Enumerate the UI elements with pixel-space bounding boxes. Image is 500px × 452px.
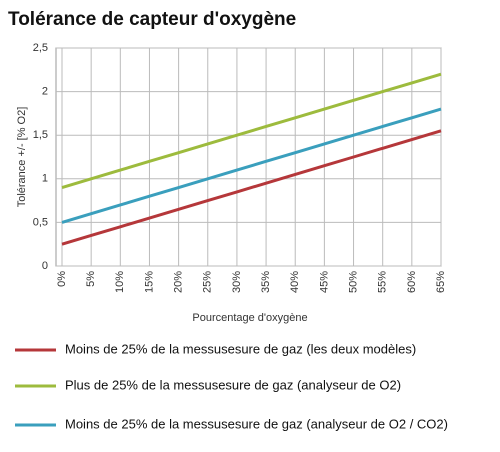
legend-label: Moins de 25% de la messusesure de gaz (l…	[65, 341, 416, 356]
x-tick-label: 15%	[143, 271, 155, 293]
y-tick-label: 0	[42, 260, 48, 272]
x-tick-label: 0%	[56, 271, 68, 287]
x-tick-label: 65%	[435, 271, 447, 293]
y-tick-label: 2,5	[33, 42, 48, 54]
x-tick-label: 5%	[85, 271, 97, 287]
series-line	[61, 72, 442, 189]
legend-label: Moins de 25% de la messusesure de gaz (a…	[65, 416, 448, 431]
x-tick-label: 50%	[347, 271, 359, 293]
y-tick-label: 2	[42, 86, 48, 98]
x-tick-label: 40%	[289, 271, 301, 293]
x-tick-label: 55%	[377, 271, 389, 293]
x-tick-label: 10%	[114, 271, 126, 293]
x-axis-label: Pourcentage d'oxygène	[192, 312, 307, 324]
x-tick-label: 35%	[260, 271, 272, 293]
y-axis-label: Tolérance +/- [% O2]	[16, 107, 28, 208]
y-tick-label: 1	[42, 173, 48, 185]
series-line	[61, 129, 442, 246]
x-tick-label: 45%	[318, 271, 330, 293]
x-tick-label: 60%	[406, 271, 418, 293]
series-line	[61, 107, 442, 224]
y-tick-label: 1,5	[33, 129, 48, 141]
plot-area	[55, 47, 442, 267]
x-tick-label: 25%	[202, 271, 214, 293]
x-tick-label: 30%	[231, 271, 243, 293]
chart-title: Tolérance de capteur d'oxygène	[8, 9, 296, 30]
x-tick-label: 20%	[173, 271, 185, 293]
y-tick-label: 0,5	[33, 216, 48, 228]
legend-label: Plus de 25% de la messusesure de gaz (an…	[65, 377, 401, 392]
